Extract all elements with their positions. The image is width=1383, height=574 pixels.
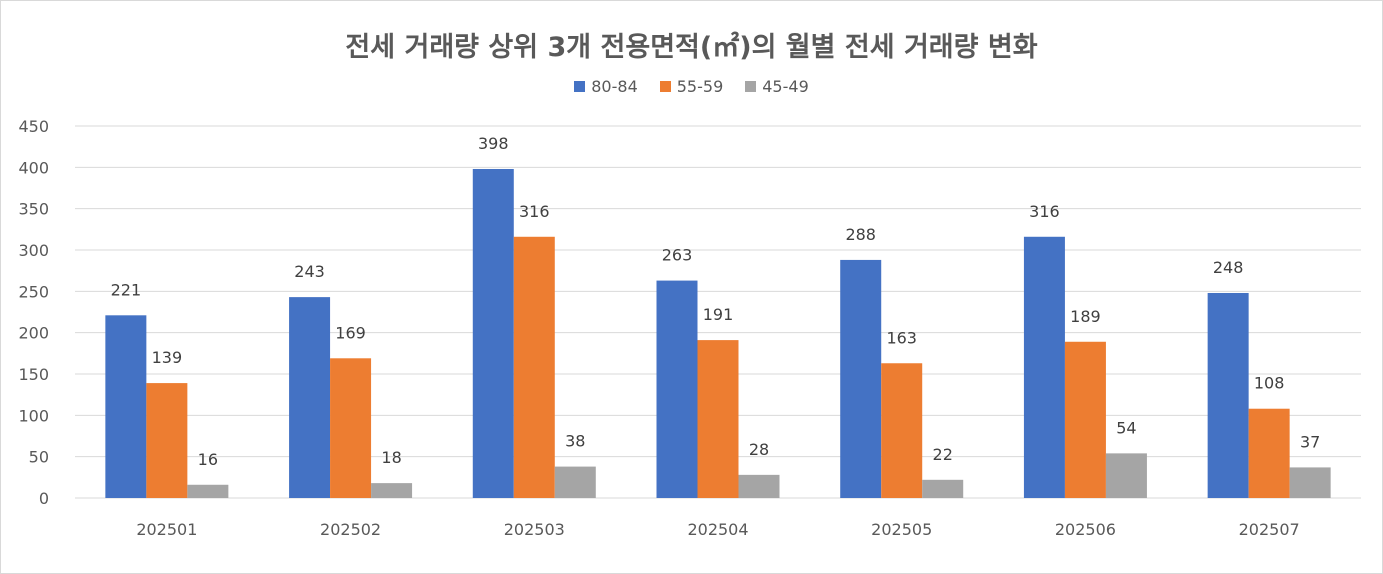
data-label: 243 xyxy=(294,262,325,281)
y-tick-label: 100 xyxy=(18,406,49,425)
bar-45-49-202507 xyxy=(1289,467,1331,498)
y-tick-label: 400 xyxy=(18,158,49,177)
y-tick-label: 0 xyxy=(39,489,49,508)
legend-label-series-0: 80-84 xyxy=(591,77,638,96)
y-tick-label: 300 xyxy=(18,241,49,260)
x-tick-label: 202504 xyxy=(687,520,748,539)
bar-80-84-202506 xyxy=(1023,236,1065,499)
data-label: 263 xyxy=(662,246,693,265)
data-label: 398 xyxy=(478,134,509,153)
data-label: 189 xyxy=(1070,307,1101,326)
legend-swatch-series-1 xyxy=(659,81,671,92)
legend-item-series-1: 55-59 xyxy=(659,77,724,96)
data-label: 139 xyxy=(152,348,183,367)
data-label: 248 xyxy=(1213,258,1244,277)
bar-80-84-202502 xyxy=(289,297,331,498)
data-label: 18 xyxy=(381,448,401,467)
legend-label-series-1: 55-59 xyxy=(676,77,724,96)
bar-55-59-202504 xyxy=(697,340,739,498)
x-tick-label: 202505 xyxy=(871,520,932,539)
data-label: 37 xyxy=(1300,432,1320,451)
y-tick-label: 150 xyxy=(18,365,49,384)
x-tick-label: 202502 xyxy=(320,520,381,539)
data-label: 221 xyxy=(111,280,142,299)
bar-80-84-202505 xyxy=(840,259,882,498)
data-label: 38 xyxy=(565,432,585,451)
bar-45-49-202501 xyxy=(187,484,229,498)
bar-80-84-202501 xyxy=(105,315,147,498)
bar-80-84-202504 xyxy=(656,280,698,498)
y-tick-label: 350 xyxy=(18,200,49,219)
bar-55-59-202503 xyxy=(513,236,555,499)
data-label: 22 xyxy=(933,445,953,464)
data-label: 16 xyxy=(198,450,218,469)
bar-45-49-202505 xyxy=(922,479,964,498)
bar-55-59-202507 xyxy=(1248,408,1290,498)
x-tick-label: 202503 xyxy=(504,520,565,539)
data-label: 108 xyxy=(1254,374,1285,393)
bar-55-59-202506 xyxy=(1064,341,1106,498)
x-tick-label: 202501 xyxy=(136,520,197,539)
y-tick-label: 200 xyxy=(18,324,49,343)
data-label: 288 xyxy=(845,225,876,244)
bar-55-59-202502 xyxy=(330,358,372,498)
chart-title: 전세 거래량 상위 3개 전용면적(㎡)의 월별 전세 거래량 변화 xyxy=(345,32,1038,63)
bar-45-49-202503 xyxy=(554,466,596,498)
legend-swatch-series-0 xyxy=(574,81,586,92)
legend-label-series-2: 45-49 xyxy=(762,77,809,96)
y-tick-label: 250 xyxy=(18,282,49,301)
bar-55-59-202505 xyxy=(881,363,923,498)
data-label: 169 xyxy=(335,323,366,342)
y-tick-label: 450 xyxy=(18,117,49,136)
legend-item-series-2: 45-49 xyxy=(745,77,809,96)
data-label: 163 xyxy=(886,328,917,347)
data-label: 316 xyxy=(1029,202,1060,221)
legend-item-series-0: 80-84 xyxy=(574,77,638,96)
data-label: 54 xyxy=(1116,418,1136,437)
legend-swatch-series-2 xyxy=(745,81,757,92)
legend: 80-84 55-59 45-49 xyxy=(1,77,1382,96)
x-tick-label: 202507 xyxy=(1239,520,1300,539)
bar-80-84-202503 xyxy=(472,168,514,498)
bar-80-84-202507 xyxy=(1207,292,1249,498)
bar-45-49-202504 xyxy=(738,474,780,498)
bar-55-59-202501 xyxy=(146,383,188,498)
data-label: 316 xyxy=(519,202,550,221)
data-label: 191 xyxy=(703,305,734,324)
y-tick-label: 50 xyxy=(29,448,49,467)
bar-45-49-202502 xyxy=(371,483,413,498)
data-label: 28 xyxy=(749,440,769,459)
bar-45-49-202506 xyxy=(1105,453,1147,498)
x-tick-label: 202506 xyxy=(1055,520,1116,539)
